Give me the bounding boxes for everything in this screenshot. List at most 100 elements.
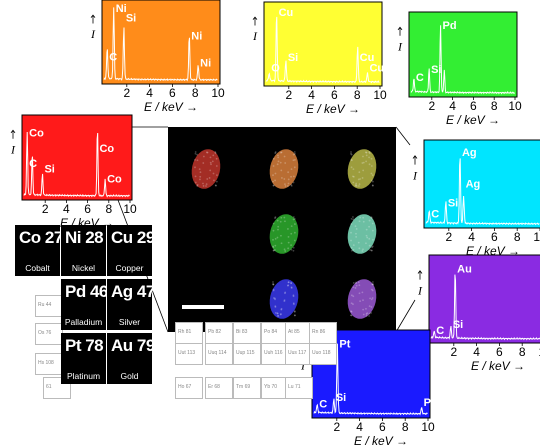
particle-speckle — [293, 152, 296, 155]
particle-speckle — [206, 178, 209, 180]
particle-speckle — [350, 239, 352, 242]
particle-speckle — [272, 180, 274, 183]
x-tick-label: 6 — [470, 99, 477, 113]
particle-speckle — [213, 179, 215, 182]
x-tick-label: 6 — [379, 420, 386, 434]
particle-speckle — [365, 160, 368, 163]
faded-element-label: Lu 71 — [288, 384, 301, 390]
x-tick-label: 8 — [354, 88, 361, 102]
particle-speckle — [371, 297, 374, 299]
peak-label: Ni — [200, 58, 211, 70]
x-tick-label: 8 — [519, 345, 526, 359]
plot-area — [428, 254, 540, 344]
spectrum-au: AuCSiAu246810E / keV →I — [415, 254, 540, 373]
x-tick-label: 8 — [402, 420, 409, 434]
particle-speckle — [371, 184, 374, 187]
x-tick-label: 2 — [428, 99, 435, 113]
particle-speckle — [359, 300, 362, 303]
particle-speckle — [194, 152, 197, 155]
particle-speckle — [287, 235, 290, 238]
particle-speckle — [370, 288, 373, 291]
particle-speckle — [292, 294, 295, 297]
faded-element-label: Bi 83 — [236, 329, 248, 335]
particle-speckle — [352, 181, 355, 184]
particle-speckle — [365, 151, 368, 154]
particle-speckle — [212, 172, 215, 175]
particle-speckle — [280, 216, 283, 219]
particle-speckle — [290, 282, 292, 284]
particle-speckle — [283, 155, 286, 158]
particle-speckle — [350, 314, 353, 317]
peak-label: Pt — [424, 397, 435, 409]
particle-speckle — [272, 297, 275, 299]
plot-area — [101, 0, 221, 85]
x-tick-label: 2 — [445, 230, 452, 244]
particle-speckle — [280, 308, 283, 311]
faded-element-label: Uuh 116 — [264, 350, 283, 356]
faded-element-cell: Rh 81 — [175, 322, 203, 344]
peak-label: Cu — [360, 52, 375, 64]
particle-speckle — [272, 281, 274, 283]
particle-speckle — [202, 162, 205, 164]
element-symbol: Co 27 — [19, 228, 63, 247]
particle-speckle — [272, 283, 275, 286]
particle-au — [347, 279, 377, 319]
particle-speckle — [287, 281, 290, 284]
element-symbol: Cu 29 — [111, 228, 155, 247]
particle-speckle — [358, 183, 361, 186]
particle-speckle — [355, 232, 357, 235]
particle-speckle — [361, 177, 364, 179]
faded-element-cell: Rn 86 — [309, 322, 337, 344]
peak-label: Pt — [339, 338, 350, 350]
particle-speckle — [355, 182, 358, 185]
particle-speckle — [198, 168, 201, 171]
faded-element-label: Rn 86 — [312, 329, 326, 335]
particle-speckle — [274, 298, 276, 301]
particle-speckle — [277, 225, 280, 228]
plot-area — [408, 11, 518, 98]
y-axis-label: I — [10, 142, 16, 156]
x-axis-label: E / keV → — [144, 100, 198, 114]
particle-speckle — [276, 312, 279, 315]
particle-speckle — [354, 287, 357, 289]
faded-element-cell: Pb 82 — [205, 322, 233, 344]
faded-element-cell: Bi 83 — [233, 322, 261, 344]
particle-speckle — [280, 307, 283, 310]
spectrum-ag-svg: AgAgCSi246810E / keV →I — [412, 139, 540, 258]
peak-label: Ni — [116, 3, 127, 15]
particle-speckle — [214, 152, 217, 155]
element-cell: Co 27 Cobalt — [15, 225, 63, 276]
particle-speckle — [370, 217, 373, 219]
particle-speckle — [283, 216, 286, 219]
particle-speckle — [276, 163, 279, 166]
y-axis-arrow — [252, 16, 258, 26]
x-axis-label: E / keV → — [306, 102, 360, 116]
particle-speckle — [350, 151, 352, 153]
element-symbol: Au 79 — [111, 336, 155, 355]
peak-label: C — [109, 52, 117, 64]
particle-speckle — [366, 236, 369, 239]
x-tick-label: 2 — [333, 420, 340, 434]
particle-speckle — [215, 165, 218, 167]
particle-ni — [269, 149, 299, 189]
particle-speckle — [362, 161, 365, 164]
faded-element-cell: Uuq 114 — [205, 343, 233, 365]
particle-speckle — [290, 185, 293, 187]
x-tick-label: 8 — [491, 99, 498, 113]
x-tick-label: 4 — [473, 345, 480, 359]
particle-cu — [347, 149, 377, 189]
y-axis-arrow — [412, 155, 418, 165]
particle-speckle — [194, 151, 197, 153]
spectrum-cu: Cu O Si Cu Cu 2 4 6 8 10 E / keV → I — [250, 1, 394, 116]
x-tick-label: 10 — [211, 86, 225, 100]
particle-speckle — [350, 302, 353, 305]
particle-speckle — [276, 312, 279, 315]
particle-speckle — [350, 314, 352, 317]
particle-speckle — [366, 312, 369, 315]
particle-speckle — [290, 225, 293, 227]
particle-speckle — [274, 237, 277, 240]
particle-speckle — [287, 228, 289, 230]
faded-element-label: Ho 67 — [178, 384, 192, 390]
element-name: Nickel — [71, 263, 96, 273]
peak-label: Si — [448, 197, 458, 209]
